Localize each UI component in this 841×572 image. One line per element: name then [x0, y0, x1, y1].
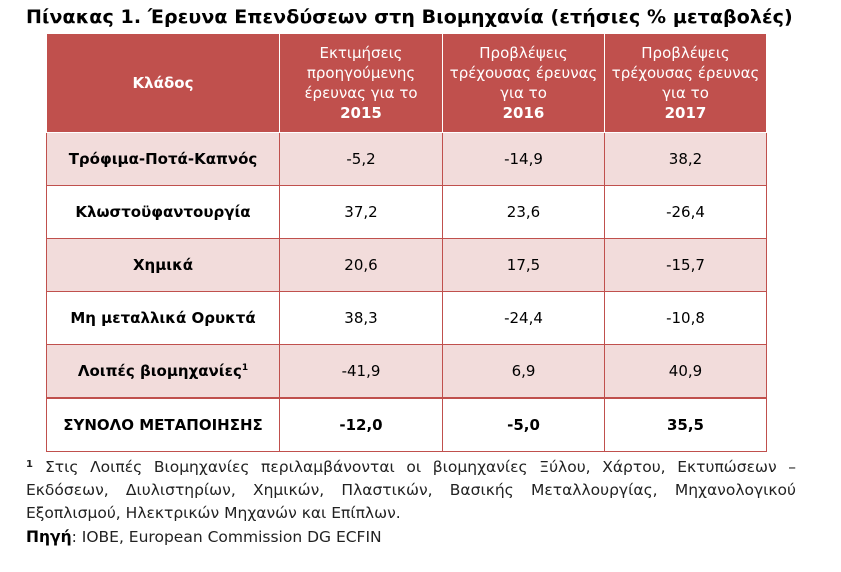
table-row: Τρόφιμα-Ποτά-Καπνός -5,2 -14,9 38,2	[46, 132, 767, 186]
table-row: Λοιπές βιομηχανίες1 -41,9 6,9 40,9	[46, 344, 767, 399]
value-cell: 40,9	[604, 344, 767, 399]
total-value-cell: -5,0	[442, 397, 605, 452]
table-row: Χημικά 20,6 17,5 -15,7	[46, 238, 767, 292]
column-header-label: Προβλέψεις τρέχουσας έρευνας για το	[611, 44, 760, 102]
column-header-label: Προβλέψεις τρέχουσας έρευνας για το	[449, 44, 598, 102]
sector-cell: Τρόφιμα-Ποτά-Καπνός	[46, 132, 280, 186]
total-row: ΣΥΝΟΛΟ ΜΕΤΑΠΟΙΗΣΗΣ -12,0 -5,0 35,5	[46, 397, 767, 452]
total-value-cell: 35,5	[604, 397, 767, 452]
sector-cell: Χημικά	[46, 238, 280, 292]
column-header-year: 2017	[664, 104, 707, 122]
sector-cell: Κλωστοϋφαντουργία	[46, 185, 280, 239]
footnote-marker: 1	[241, 363, 249, 373]
value-cell: 23,6	[442, 185, 605, 239]
value-cell: -24,4	[442, 291, 605, 345]
value-cell: 17,5	[442, 238, 605, 292]
column-header-2015: Εκτιμήσεις προηγούμενης έρευνας για το 2…	[279, 33, 443, 133]
table-row: Κλωστοϋφαντουργία 37,2 23,6 -26,4	[46, 185, 767, 239]
footnote-number: 1	[26, 459, 33, 470]
column-header-2017: Προβλέψεις τρέχουσας έρευνας για το 2017	[604, 33, 767, 133]
footnote: 1 Στις Λοιπές Βιομηχανίες περιλαμβάνονται…	[26, 456, 796, 525]
value-cell: -5,2	[279, 132, 443, 186]
column-header-label: Εκτιμήσεις προηγούμενης έρευνας για το	[304, 44, 418, 102]
value-cell: -26,4	[604, 185, 767, 239]
source-line: Πηγή: IOBE, European Commission DG ECFIN	[26, 528, 382, 546]
column-header-2016: Προβλέψεις τρέχουσας έρευνας για το 2016	[442, 33, 605, 133]
value-cell: -14,9	[442, 132, 605, 186]
column-header-year: 2015	[340, 104, 382, 122]
header-row: Κλάδος Εκτιμήσεις προηγούμενης έρευνας γ…	[46, 33, 767, 133]
value-cell: -41,9	[279, 344, 443, 399]
source-text: : IOBE, European Commission DG ECFIN	[71, 528, 382, 546]
investment-table: Κλάδος Εκτιμήσεις προηγούμενης έρευνας γ…	[46, 33, 767, 452]
value-cell: 38,2	[604, 132, 767, 186]
table-row: Μη μεταλλικά Ορυκτά 38,3 -24,4 -10,8	[46, 291, 767, 345]
footnote-text: Στις Λοιπές Βιομηχανίες περιλαμβάνονται …	[26, 458, 796, 522]
column-header-year: 2016	[502, 104, 545, 122]
total-value-cell: -12,0	[279, 397, 443, 452]
sector-cell: Μη μεταλλικά Ορυκτά	[46, 291, 280, 345]
column-header-sector: Κλάδος	[46, 33, 280, 133]
sector-cell: Λοιπές βιομηχανίες1	[46, 344, 280, 399]
value-cell: -10,8	[604, 291, 767, 345]
table-title: Πίνακας 1. Έρευνα Επενδύσεων στη Βιομηχα…	[26, 6, 793, 28]
value-cell: -15,7	[604, 238, 767, 292]
value-cell: 20,6	[279, 238, 443, 292]
value-cell: 6,9	[442, 344, 605, 399]
value-cell: 38,3	[279, 291, 443, 345]
source-label: Πηγή	[26, 528, 72, 546]
value-cell: 37,2	[279, 185, 443, 239]
total-label-cell: ΣΥΝΟΛΟ ΜΕΤΑΠΟΙΗΣΗΣ	[46, 397, 280, 452]
